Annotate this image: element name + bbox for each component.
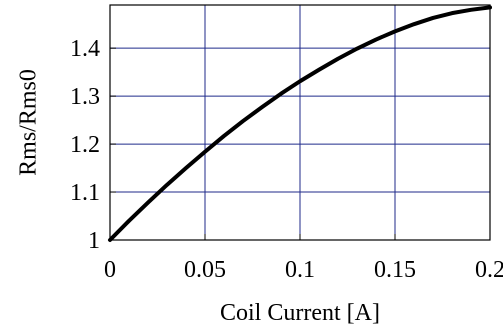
y-axis-label: Rms/Rms0 [16, 69, 42, 176]
series-line [108, 5, 492, 242]
tick-marks [109, 47, 491, 241]
series-layer [108, 5, 492, 242]
x-tick-label: 0.2 [475, 257, 503, 283]
y-tick-label: 1 [88, 228, 100, 254]
x-tick-label: 0 [104, 257, 116, 283]
y-tick-label: 1.1 [70, 180, 100, 206]
y-tick-label: 1.2 [70, 132, 100, 158]
x-tick-label: 0.15 [374, 257, 416, 283]
x-axis-label: Coil Current [A] [220, 300, 380, 326]
x-tick-label: 0.05 [184, 257, 226, 283]
y-tick-labels: 1 1.1 1.2 1.3 1.4 [70, 36, 100, 254]
grid-lines [110, 5, 490, 240]
x-tick-label: 0.1 [285, 257, 315, 283]
x-tick-labels: 0 0.05 0.1 0.15 0.2 [104, 257, 503, 283]
y-tick-label: 1.3 [70, 84, 100, 110]
y-tick-label: 1.4 [70, 36, 100, 62]
